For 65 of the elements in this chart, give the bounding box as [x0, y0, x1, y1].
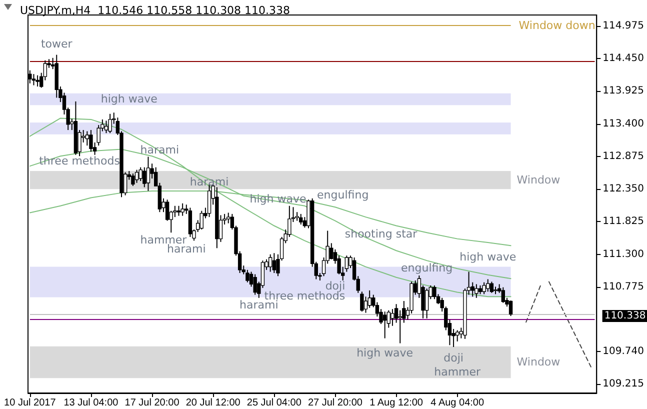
candlestick [474, 284, 478, 298]
y-tick-label: 113.400 [602, 118, 644, 130]
candlestick [390, 308, 394, 326]
y-tick-label: 112.350 [602, 184, 644, 195]
y-tick-label: 109.215 [602, 378, 644, 390]
candlestick [134, 169, 139, 184]
annotation: engulfing [400, 262, 453, 274]
x-tick-label: 1 Aug 12:00 [370, 398, 424, 408]
text: 110.338 [604, 310, 646, 322]
candlestick [176, 205, 181, 216]
x-tick-label: 10 Jul 2017 [4, 398, 56, 408]
candlestick [188, 207, 192, 238]
candlestick [424, 288, 429, 319]
band-label: Window [516, 174, 560, 187]
candlestick [253, 274, 257, 296]
ref-line-label: Window down [518, 19, 596, 32]
candlestick [486, 278, 490, 292]
candlestick [508, 300, 513, 317]
annotation: high wave [356, 346, 414, 360]
candlestick [330, 242, 334, 260]
candlestick [360, 291, 364, 312]
annotation: engulfing [317, 188, 369, 202]
candlestick [180, 202, 184, 216]
annotation: doji [325, 280, 346, 292]
candlestick [36, 74, 40, 87]
candlestick [432, 284, 436, 300]
annotation: hammer [434, 366, 482, 378]
chart-title: USDJPY.m,H4 110.546 110.558 110.308 110.338 [20, 4, 290, 17]
y-tick-label: 110.775 [602, 282, 644, 292]
candlestick [89, 130, 93, 152]
candlestick [226, 212, 230, 224]
x-tick-label: 17 Jul 20:00 [124, 398, 180, 408]
annotation: high wave [460, 250, 516, 264]
x-tick-label: 4 Aug 04:00 [430, 398, 484, 408]
candlestick [108, 113, 112, 134]
y-tick-label: 112.875 [602, 150, 644, 162]
candlestick [32, 74, 36, 86]
candlestick [299, 213, 303, 226]
y-tick-label: 114.975 [602, 20, 644, 32]
y-tick-label: 113.925 [602, 86, 644, 97]
candlestick [382, 311, 387, 339]
y-tick-label: 111.300 [602, 248, 644, 260]
candlestick [146, 156, 150, 192]
candlestick [272, 252, 276, 274]
candlestick [501, 286, 505, 304]
x-tick-label: 13 Jul 04:00 [64, 398, 119, 408]
annotation: doji [444, 352, 464, 364]
candlestick [398, 310, 402, 344]
y-tick-label: 109.740 [602, 346, 644, 357]
x-tick-label: 25 Jul 04:00 [246, 398, 302, 408]
candlestick [490, 281, 494, 294]
candlestick [246, 269, 250, 283]
annotation: tower [40, 38, 73, 50]
x-tick-label: 20 Jul 12:00 [186, 398, 241, 408]
band-label: Window [516, 356, 560, 369]
candlestick [85, 130, 90, 146]
candlestick [268, 254, 272, 272]
annotation: high wave [100, 92, 158, 106]
y-tick-label: 114.450 [602, 53, 644, 64]
y-tick-label: 111.825 [602, 216, 644, 228]
candlestick [131, 173, 135, 186]
candlestick [482, 282, 486, 295]
x-tick-label: 27 Jul 20:00 [308, 398, 363, 408]
candlestick [200, 210, 204, 230]
candlestick [104, 120, 108, 134]
